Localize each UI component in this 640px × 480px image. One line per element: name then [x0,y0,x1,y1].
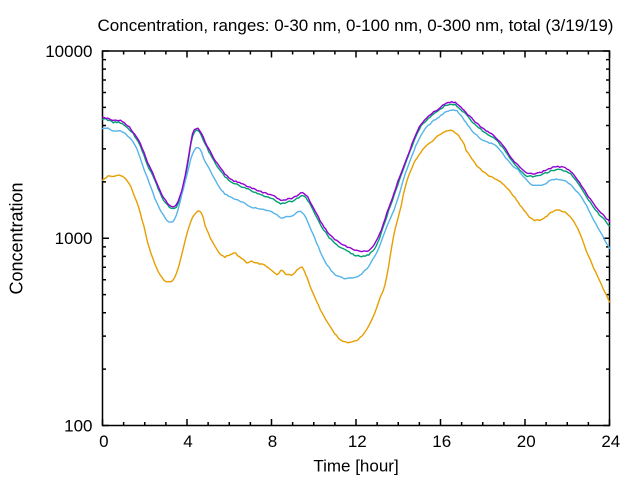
svg-text:24: 24 [601,432,620,451]
svg-text:16: 16 [432,432,451,451]
svg-text:20: 20 [517,432,536,451]
svg-text:1000: 1000 [55,229,93,248]
svg-text:8: 8 [268,432,277,451]
svg-text:10000: 10000 [45,42,92,61]
svg-text:Concentration, ranges: 0-30 nm: Concentration, ranges: 0-30 nm, 0-100 nm… [98,16,614,35]
svg-text:12: 12 [348,432,367,451]
svg-text:100: 100 [64,417,92,436]
svg-text:Concentration: Concentration [7,182,27,294]
svg-text:0: 0 [99,432,108,451]
svg-text:Time [hour]: Time [hour] [313,457,398,476]
svg-text:4: 4 [183,432,192,451]
